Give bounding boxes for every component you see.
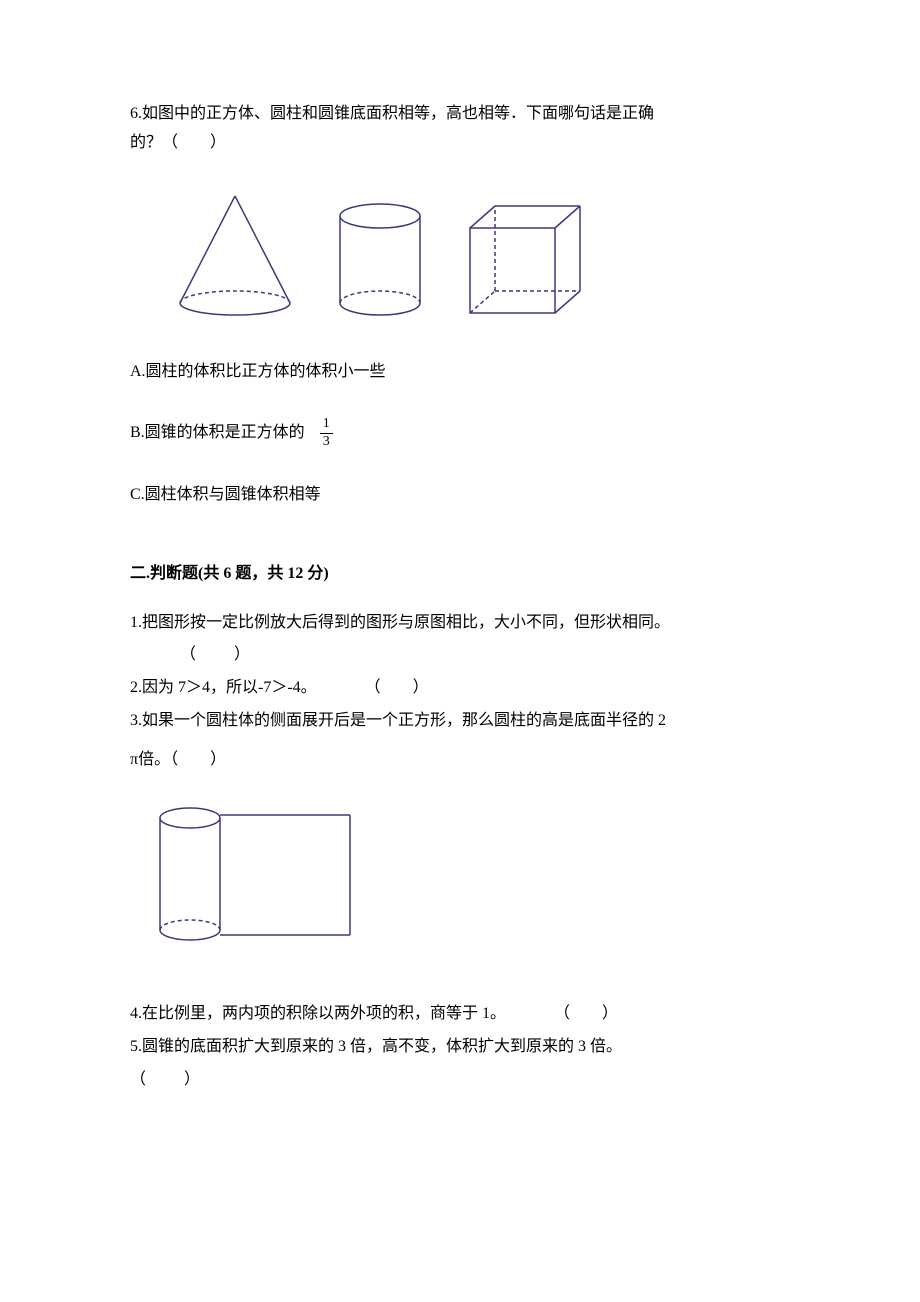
- cube-shape: [460, 198, 590, 318]
- tf4-text: 4.在比例里，两内项的积除以两外项的积，商等于 1。 （ ）: [130, 1005, 618, 1022]
- fraction-one-third: 1 3: [320, 416, 333, 451]
- cone-shape: [170, 188, 300, 318]
- tf3-line2: π倍。（ ）: [130, 751, 226, 768]
- option-b-prefix: B.圆锥的体积是正方体的: [130, 419, 305, 448]
- tf1-line1: 1.把图形按一定比例放大后得到的图形与原图相比，大小不同，但形状相同。: [130, 614, 670, 631]
- fraction-denominator: 3: [320, 434, 333, 451]
- option-c: C.圆柱体积与圆锥体积相等: [130, 481, 790, 510]
- tf-item-4: 4.在比例里，两内项的积除以两外项的积，商等于 1。 （ ）: [130, 1000, 790, 1029]
- tf-item-3-line2: π倍。（ ）: [130, 746, 790, 775]
- section-2-header: 二.判断题(共 6 题，共 12 分): [130, 560, 790, 589]
- tf-item-1: 1.把图形按一定比例放大后得到的图形与原图相比，大小不同，但形状相同。: [130, 609, 790, 638]
- q6-line2: 的？（ ）: [130, 134, 226, 151]
- tf3-line1: 3.如果一个圆柱体的侧面展开后是一个正方形，那么圆柱的高是底面半径的 2: [130, 712, 666, 729]
- shapes-row: [170, 188, 790, 318]
- option-c-text: C.圆柱体积与圆锥体积相等: [130, 486, 321, 503]
- option-a: A.圆柱的体积比正方体的体积小一些: [130, 358, 790, 387]
- tf-item-5-paren: （ ）: [130, 1066, 790, 1095]
- question-6-text: 6.如图中的正方体、圆柱和圆锥底面积相等，高也相等．下面哪句话是正确 的？（ ）: [130, 100, 790, 158]
- tf5-line1: 5.圆锥的底面积扩大到原来的 3 倍，高不变，体积扩大到原来的 3 倍。: [130, 1038, 622, 1055]
- fraction-numerator: 1: [320, 416, 333, 434]
- option-b: B.圆锥的体积是正方体的 1 3: [130, 416, 790, 451]
- q6-line1: 6.如图中的正方体、圆柱和圆锥底面积相等，高也相等．下面哪句话是正确: [130, 105, 654, 122]
- tf5-line2: （ ）: [130, 1071, 202, 1088]
- cylinder-unfold-figure: [150, 800, 790, 961]
- tf-item-1-paren: （ ）: [130, 641, 790, 670]
- tf-item-3: 3.如果一个圆柱体的侧面展开后是一个正方形，那么圆柱的高是底面半径的 2: [130, 707, 790, 736]
- tf1-line2: （ ）: [180, 646, 252, 663]
- question-6: 6.如图中的正方体、圆柱和圆锥底面积相等，高也相等．下面哪句话是正确 的？（ ）: [130, 100, 790, 510]
- tf2-text: 2.因为 7＞4，所以-7＞-4。 （ ）: [130, 679, 429, 696]
- tf-item-5: 5.圆锥的底面积扩大到原来的 3 倍，高不变，体积扩大到原来的 3 倍。: [130, 1033, 790, 1062]
- option-a-text: A.圆柱的体积比正方体的体积小一些: [130, 363, 386, 380]
- cylinder-shape: [330, 198, 430, 318]
- tf-item-2: 2.因为 7＞4，所以-7＞-4。 （ ）: [130, 674, 790, 703]
